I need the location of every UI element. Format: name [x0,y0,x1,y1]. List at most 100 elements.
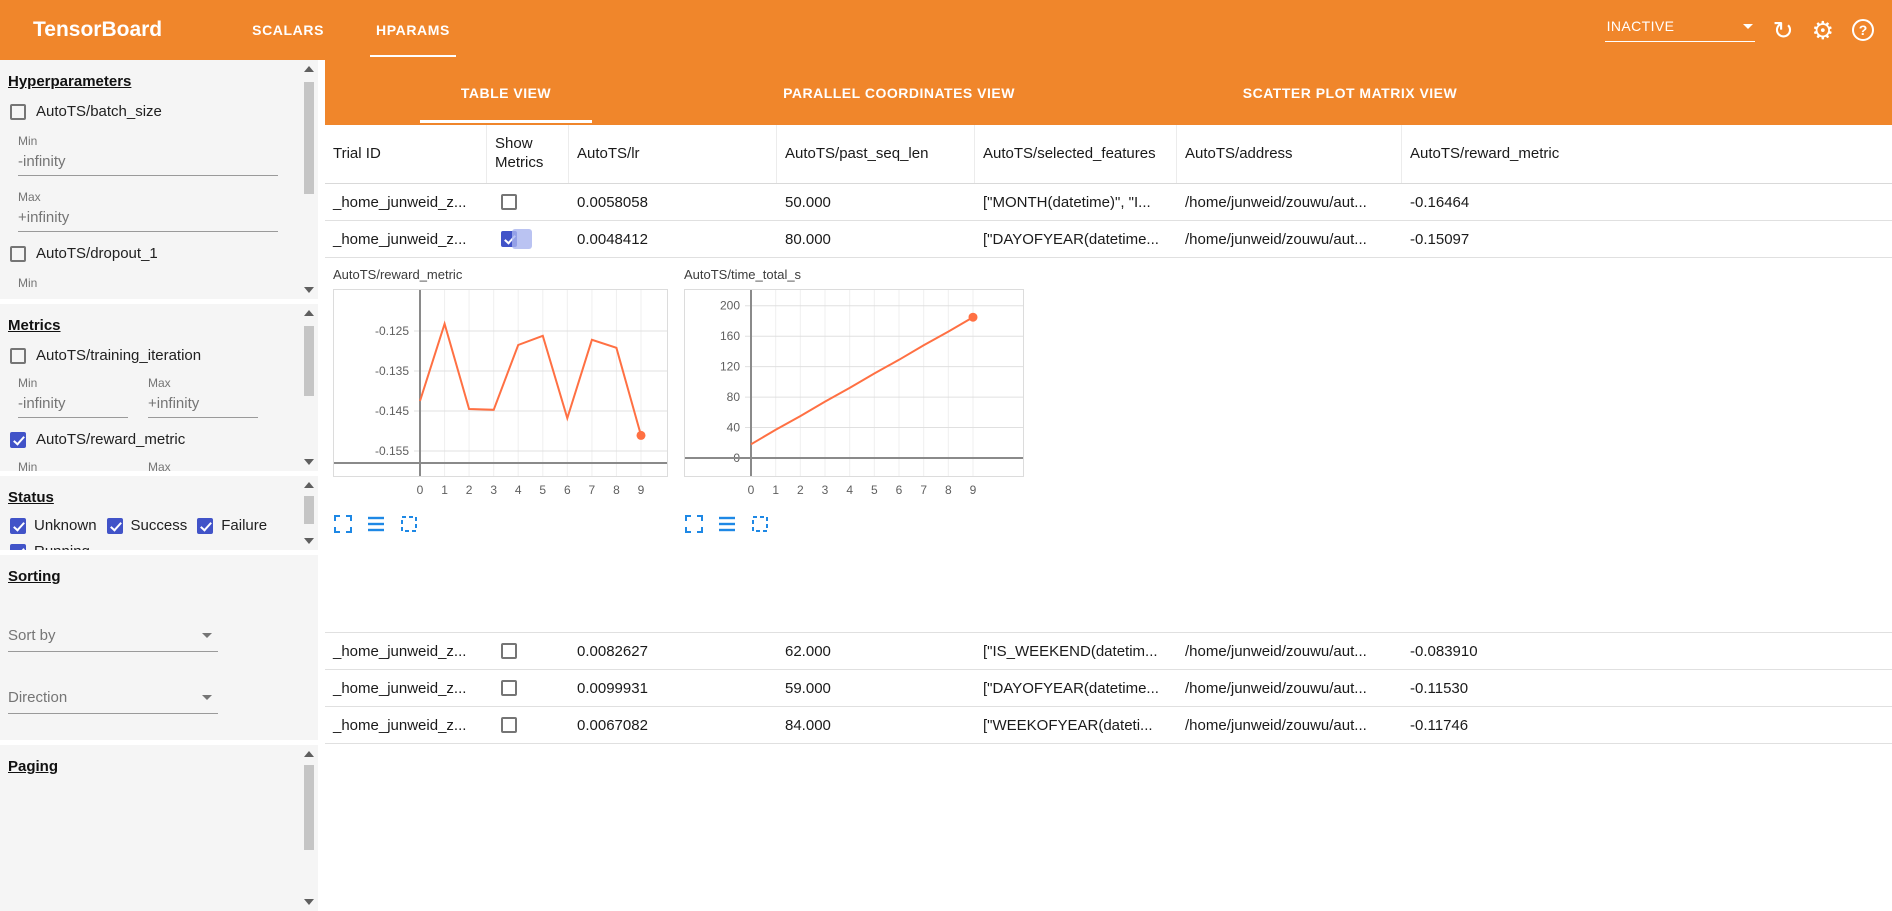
running-checkbox[interactable] [10,543,26,550]
run-status-value: INACTIVE [1606,18,1675,34]
max-input[interactable]: +infinity [18,204,278,232]
failure-checkbox[interactable] [197,517,214,534]
chart-controls [684,514,1034,534]
svg-text:-0.145: -0.145 [375,404,409,418]
help-icon[interactable]: ? [1852,19,1874,41]
svg-text:1: 1 [441,483,448,497]
metric-row-training-iteration: AutoTS/training_iteration [10,347,290,364]
col-header-lr: AutoTS/lr [569,125,777,183]
top-app-bar: TensorBoard SCALARS HPARAMS INACTIVE ↻ ⚙… [0,0,1892,60]
marquee-zoom-icon[interactable] [750,514,770,534]
svg-text:8: 8 [945,483,952,497]
run-status-dropdown[interactable]: INACTIVE [1604,18,1755,42]
cell-reward-metric: -0.16464 [1410,193,1470,211]
sidebar: Hyperparameters AutoTS/batch_size Min -i… [0,60,318,911]
reward-metric-checkbox[interactable] [10,431,26,448]
status-section: Status Unknown Success Failure Running [0,476,318,550]
col-header-show-metrics: Show Metrics [487,125,569,183]
tab-hparams[interactable]: HPARAMS [350,0,476,60]
svg-text:160: 160 [720,329,740,343]
show-metrics-checkbox[interactable] [501,717,517,733]
success-checkbox[interactable] [106,517,123,534]
hparam-label: AutoTS/batch_size [36,103,162,120]
col-header-reward-metric: AutoTS/reward_metric [1410,144,1560,162]
table-header: Trial ID Show Metrics AutoTS/lr AutoTS/p… [325,125,1892,184]
col-header-address: AutoTS/address [1177,125,1402,183]
cell-address: /home/junweid/zouwu/aut... [1185,230,1367,248]
cell-address: /home/junweid/zouwu/aut... [1185,679,1367,697]
sort-by-select[interactable]: Sort by [8,627,218,652]
time-total-line-chart[interactable]: 040801201602000123456789 [684,289,1034,506]
min-input[interactable]: -infinity [18,390,128,418]
tab-scalars[interactable]: SCALARS [252,22,325,38]
direction-select[interactable]: Direction [8,689,218,714]
tab-table-view[interactable]: TABLE VIEW [325,60,687,125]
status-heading: Status [8,489,54,506]
svg-text:-0.155: -0.155 [375,444,409,458]
svg-text:6: 6 [896,483,903,497]
show-metrics-checkbox[interactable] [501,680,517,696]
svg-text:9: 9 [638,483,645,497]
scrollbar-thumb[interactable] [304,496,314,524]
hyperparameters-section: Hyperparameters AutoTS/batch_size Min -i… [0,60,318,299]
cell-trial-id: _home_junweid_z... [333,716,467,734]
show-metrics-checkbox[interactable] [501,194,517,210]
scroll-down-icon[interactable] [304,459,314,465]
cell-lr: 0.0058058 [577,193,648,211]
show-metrics-checkbox[interactable] [501,643,517,659]
direction-value: Direction [8,689,68,706]
list-icon[interactable] [366,514,386,534]
fullscreen-icon[interactable] [333,514,353,534]
cell-show-metrics [487,670,569,706]
scrollbar-thumb[interactable] [304,326,314,396]
hparam-row-dropout: AutoTS/dropout_1 [10,245,290,262]
min-field: Min -infinity [18,134,318,176]
metric-label: AutoTS/reward_metric [36,431,186,448]
chart-controls [333,514,678,534]
status-label: Running [34,543,90,550]
cell-show-metrics [487,184,569,220]
max-input[interactable]: +infinity [148,390,258,418]
scrollbar-thumb[interactable] [304,765,314,850]
status-checkbox-group: Unknown Success Failure Running [10,517,300,550]
scroll-down-icon[interactable] [304,899,314,905]
chart-title: AutoTS/time_total_s [684,267,802,282]
svg-text:-0.135: -0.135 [375,364,409,378]
marquee-zoom-icon[interactable] [399,514,419,534]
cell-lr: 0.0067082 [577,716,648,734]
list-icon[interactable] [717,514,737,534]
app-title: TensorBoard [33,18,163,41]
unknown-checkbox[interactable] [10,517,26,534]
status-item-success: Success [106,517,187,534]
scroll-down-icon[interactable] [304,287,314,293]
reward-metric-line-chart[interactable]: -0.125 -0.135 -0.145 -0.155 0 1 2 3 4 5 6 7 8 9 [333,289,678,506]
refresh-icon[interactable]: ↻ [1772,15,1794,45]
gear-icon[interactable]: ⚙ [1811,15,1834,45]
scroll-up-icon[interactable] [304,310,314,316]
scroll-up-icon[interactable] [304,66,314,72]
min-label: Min [18,460,38,471]
max-label: Max [18,190,41,204]
tab-scatter-plot-matrix-view[interactable]: SCATTER PLOT MATRIX VIEW [1242,84,1458,101]
batch-size-checkbox[interactable] [10,103,26,120]
sort-by-value: Sort by [8,627,56,644]
scroll-down-icon[interactable] [304,538,314,544]
dropout-checkbox[interactable] [10,245,26,262]
cell-address: /home/junweid/zouwu/aut... [1185,716,1367,734]
cell-trial-id: _home_junweid_z... [333,642,467,660]
scrollbar-thumb[interactable] [304,82,314,194]
scroll-up-icon[interactable] [304,482,314,488]
svg-text:40: 40 [727,421,741,435]
cell-past-seq-len: 84.000 [785,716,831,734]
scroll-up-icon[interactable] [304,751,314,757]
cell-trial-id: _home_junweid_z... [333,679,467,697]
cell-past-seq-len: 62.000 [785,642,831,660]
sorting-heading: Sorting [8,568,61,585]
svg-text:9: 9 [970,483,977,497]
cell-show-metrics [487,707,569,743]
training-iteration-checkbox[interactable] [10,347,26,364]
min-input[interactable]: -infinity [18,148,278,176]
fullscreen-icon[interactable] [684,514,704,534]
table-row: _home_junweid_z... 0.0082627 62.000 ["IS… [325,633,1892,670]
tab-parallel-coordinates-view[interactable]: PARALLEL COORDINATES VIEW [783,84,1015,101]
